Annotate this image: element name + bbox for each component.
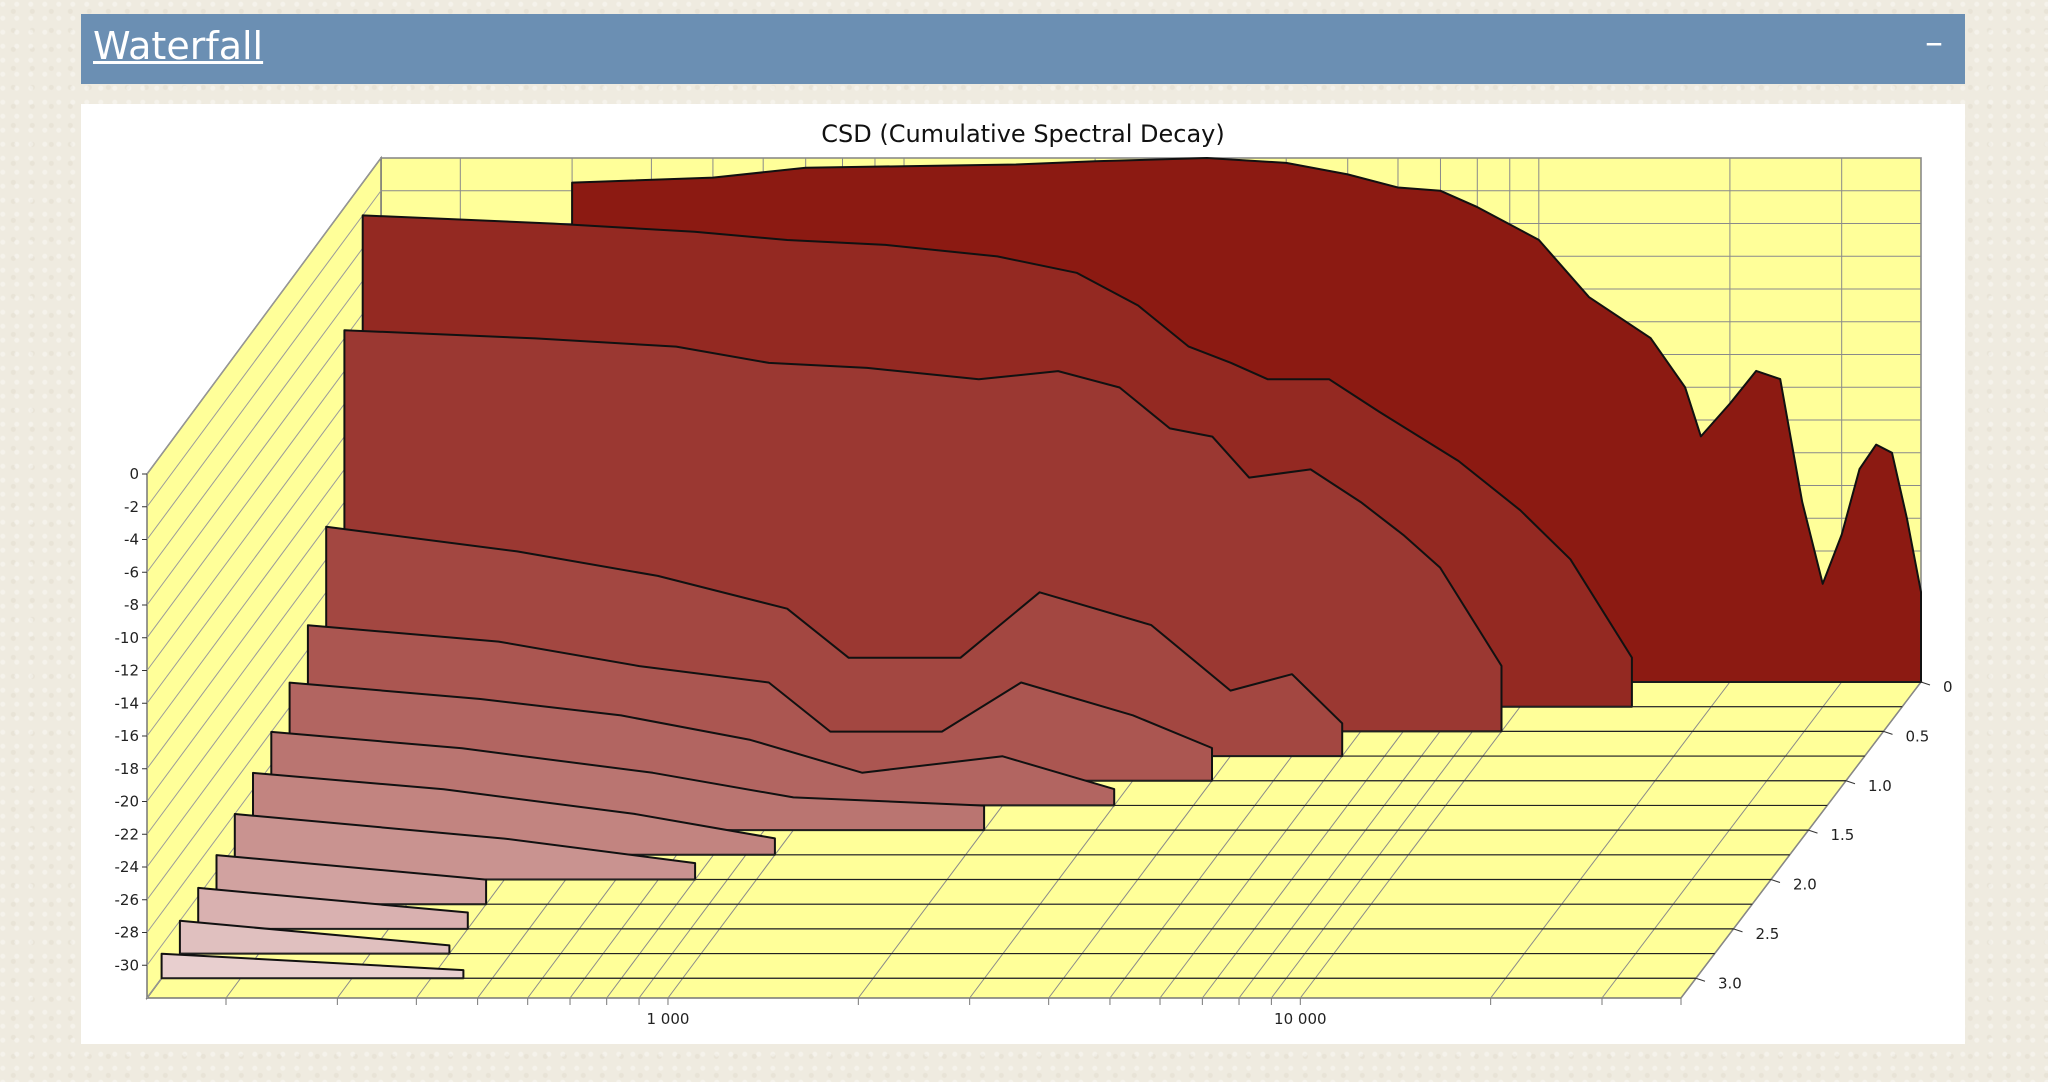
panel-header: Waterfall –	[81, 14, 1965, 84]
y-tick-label: -16	[115, 727, 140, 745]
z-tick-label: 0.5	[1906, 727, 1930, 745]
chart-container: HiFiCompass.com 0-2-4-6-8-10-12-14-16-18…	[81, 104, 1965, 1044]
y-tick-label: -24	[115, 858, 140, 876]
grid-line-left-wall	[146, 386, 382, 704]
y-tick-label: 0	[129, 465, 139, 483]
z-tick	[1733, 928, 1743, 933]
y-tick-label: -12	[115, 662, 140, 680]
grid-line-left-wall	[146, 190, 382, 508]
csd-chart: 0 -2 -4 -6 -8 -10 -12 -14 -16 -18 -20 -22 -24 -26 -28 -…	[115, 155, 1953, 1028]
grid-line-left-wall	[146, 354, 382, 671]
y-tick-label: -22	[115, 825, 140, 843]
grid-line-left-wall	[146, 288, 382, 606]
y-tick-label: -20	[115, 793, 140, 811]
y-tick-label: -28	[115, 924, 140, 942]
z-tick-label: 1.0	[1868, 777, 1892, 795]
chart-title: CSD (Cumulative Spectral Decay)	[821, 120, 1225, 148]
z-tick	[1920, 681, 1931, 686]
grid-line-left-wall	[146, 223, 382, 540]
z-tick-label: 2.0	[1793, 876, 1817, 894]
z-tick	[1770, 879, 1781, 883]
z-tick	[1808, 829, 1818, 834]
grid-line-floor	[1159, 681, 1399, 999]
grid-line-floor	[1680, 681, 1922, 999]
y-tick-label: -14	[115, 694, 140, 712]
y-tick-label: -2	[124, 498, 139, 516]
grid-line-left-wall	[146, 157, 382, 475]
z-tick-label: 3.0	[1718, 974, 1742, 992]
y-tick-label: -4	[124, 531, 139, 549]
grid-line-left-wall	[146, 452, 382, 770]
grid-line-left-wall	[146, 419, 382, 737]
grid-line-floor	[1201, 681, 1441, 999]
y-tick-label: -18	[115, 760, 140, 778]
z-tick-label: 0	[1943, 678, 1953, 696]
z-tick	[1883, 730, 1893, 735]
grid-line-left-wall	[146, 321, 382, 639]
grid-line-floor	[1270, 681, 1511, 999]
y-tick-label: -8	[124, 596, 139, 614]
z-tick-label: 1.5	[1831, 826, 1855, 844]
z-tick	[1695, 977, 1706, 982]
z-tick-label: 2.5	[1756, 925, 1780, 943]
x-tick-label: 1 000	[647, 1010, 690, 1028]
grid-line-left-wall	[146, 255, 382, 573]
x-tick-label: 10 000	[1274, 1010, 1327, 1028]
panel-title-link[interactable]: Waterfall	[93, 24, 264, 68]
grid-line-floor	[1238, 681, 1478, 999]
y-tick-label: -30	[115, 956, 140, 974]
grid-line-floor	[1490, 681, 1731, 999]
z-tick	[1845, 780, 1856, 785]
collapse-button[interactable]: –	[1925, 22, 1943, 63]
grid-line-floor	[1299, 681, 1540, 999]
grid-line-floor	[1601, 681, 1843, 999]
y-tick-label: -26	[115, 891, 140, 909]
y-tick-label: -10	[115, 629, 140, 647]
y-tick-label: -6	[124, 563, 139, 581]
